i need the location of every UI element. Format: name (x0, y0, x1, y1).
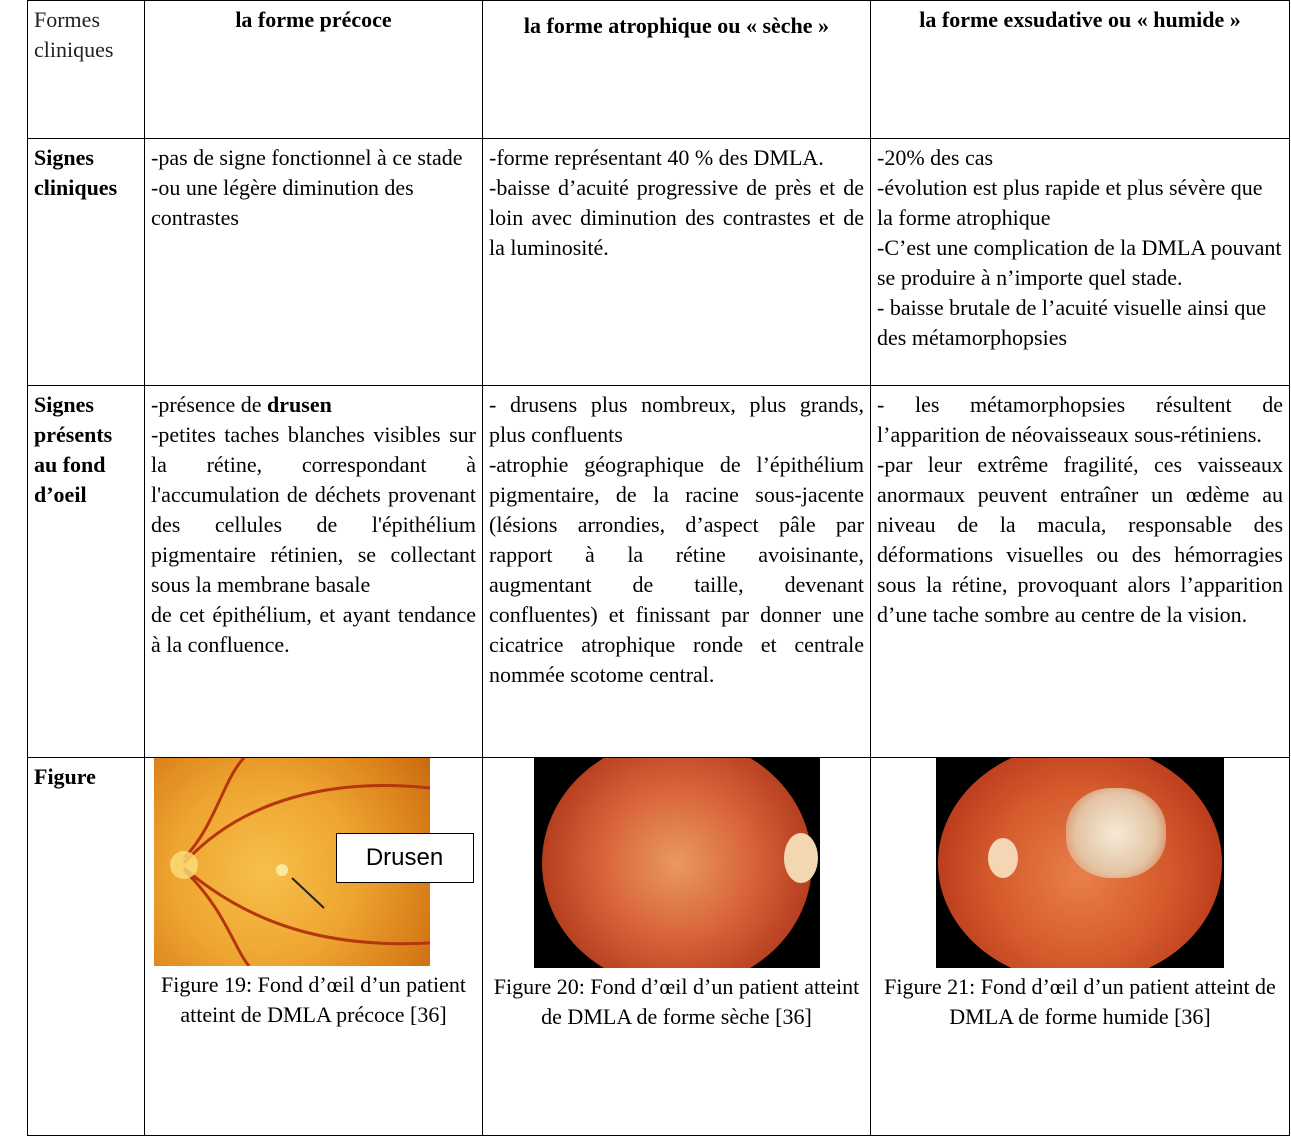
header-cell: la forme exsudative ou « humide » (870, 0, 1290, 139)
paragraph: -atrophie géographique de l’épithélium p… (489, 452, 864, 687)
optic-disc (783, 833, 818, 883)
paragraph: - drusens plus nombreux, plus grands, pl… (489, 392, 864, 447)
cell: -forme représentant 40 % des DMLA. -baiss… (482, 138, 871, 386)
header-row: Formes cliniques la forme précoce la for… (27, 0, 1290, 139)
paragraph: -évolution est plus rapide et plus sévèr… (877, 175, 1263, 230)
fundus-image (533, 758, 820, 968)
paragraph: -ou une légère diminution des contrastes (151, 175, 414, 230)
row-label: Signes cliniques (27, 138, 145, 386)
paragraph: -forme représentant 40 % des DMLA. (489, 145, 824, 170)
text: -présence de (151, 392, 268, 417)
fundus-image: Drusen (153, 758, 474, 966)
row-label: Signes présents au fond d’oeil (27, 385, 145, 758)
image-fill (541, 758, 812, 968)
clinical-table: Formes cliniques la forme précoce la for… (27, 0, 1290, 1136)
vessels (169, 758, 430, 966)
paragraph: -C’est une complication de la DMLA pouva… (877, 235, 1282, 290)
header-cell: Formes cliniques (27, 0, 145, 139)
paragraph: -par leur extrême fragilité, ces vaissea… (877, 452, 1283, 627)
paragraph: -petites taches blanches visibles sur la… (151, 422, 476, 597)
figure-cell: Figure 21: Fond d’œil d’un patient attei… (870, 757, 1290, 1136)
cell: - les métamorphopsies résultent de l’app… (870, 385, 1290, 758)
caption: Figure 20: Fond d’œil d’un patient attei… (487, 972, 866, 1032)
paragraph: de cet épithélium, et ayant tendance à l… (151, 602, 476, 657)
fundus-image (936, 758, 1224, 968)
figure-cell: Figure 20: Fond d’œil d’un patient attei… (482, 757, 871, 1136)
paragraph: - baisse brutale de l’acuité visuelle ai… (877, 295, 1267, 350)
paragraph: -présence de drusen (151, 390, 476, 420)
row: Signes présents au fond d’oeil -présence… (27, 385, 1290, 758)
row-label: Figure (27, 757, 145, 1136)
paragraph: atteint de DMLA précoce [36] (180, 1002, 447, 1027)
caption: Figure 21: Fond d’œil d’un patient attei… (875, 972, 1285, 1032)
cell: -présence de drusen -petites taches blanc… (144, 385, 483, 758)
paragraph: Figure 19: Fond d’œil d’un patient (161, 972, 466, 997)
lesion (1066, 788, 1166, 878)
paragraph: -baisse d’acuité progressive de près et … (489, 175, 864, 260)
row: Signes cliniques -pas de signe fonctionn… (27, 138, 1290, 386)
row: Figure Drusen Figure 19: Fond d’œil d’un… (27, 757, 1290, 1136)
paragraph: -20% des cas (877, 145, 994, 170)
figure-cell: Drusen Figure 19: Fond d’œil d’un patien… (144, 757, 483, 1136)
bold-text: drusen (267, 392, 332, 417)
caption: Figure 19: Fond d’œil d’un patient attein… (149, 970, 478, 1030)
cell: - drusens plus nombreux, plus grands, pl… (482, 385, 871, 758)
cell: -pas de signe fonctionnel à ce stade -ou … (144, 138, 483, 386)
cell: -20% des cas -évolution est plus rapide e… (870, 138, 1290, 386)
paragraph: -pas de signe fonctionnel à ce stade (151, 145, 463, 170)
header-cell: la forme atrophique ou « sèche » (482, 0, 871, 139)
annotation: Drusen (335, 833, 474, 883)
paragraph: Figure 21: Fond d’œil d’un patient attei… (884, 974, 1276, 1029)
header-cell: la forme précoce (144, 0, 483, 139)
paragraph: - les métamorphopsies résultent de l’app… (877, 392, 1283, 447)
optic-disc (988, 838, 1018, 878)
paragraph: Figure 20: Fond d’œil d’un patient attei… (493, 974, 860, 1029)
